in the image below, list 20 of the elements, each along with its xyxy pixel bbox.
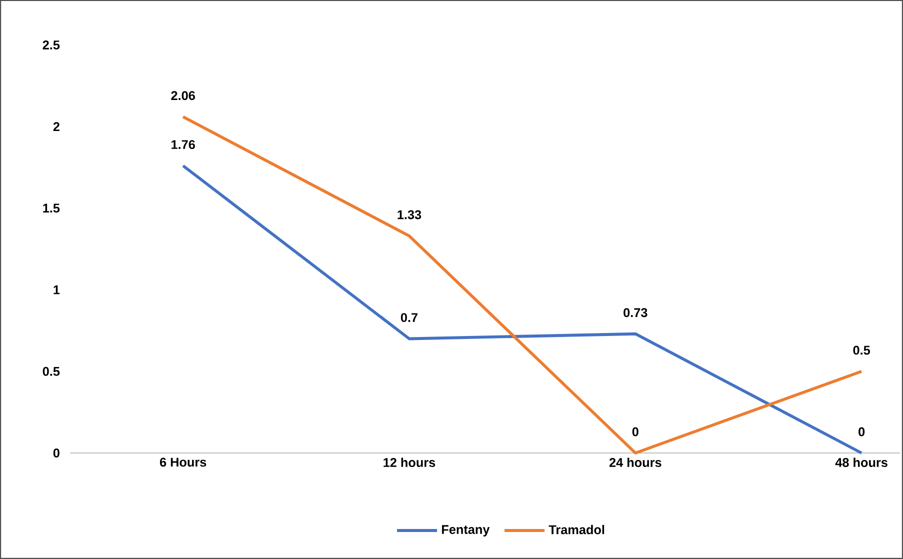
- data-label: 0.73: [624, 308, 648, 318]
- x-tick-label: 24 hours: [609, 458, 662, 467]
- x-tick-label: 6 Hours: [160, 458, 206, 467]
- data-label: 0: [632, 427, 638, 436]
- y-tick-label: 1: [54, 285, 60, 294]
- data-label: 0.5: [853, 346, 870, 355]
- y-tick-label: 0.5: [42, 366, 60, 376]
- data-label: 0.7: [400, 313, 418, 322]
- y-tick-label: 2: [53, 122, 60, 132]
- y-tick-label: 2.5: [42, 40, 60, 50]
- legend-label: Tramadol: [548, 524, 604, 534]
- data-label: 0: [858, 427, 865, 436]
- x-tick-label: 48 hours: [835, 458, 888, 467]
- y-tick-label: 1.5: [43, 204, 60, 213]
- data-label: 2.06: [171, 91, 195, 100]
- y-tick-label: 0: [53, 448, 60, 458]
- data-label: 1.76: [172, 140, 195, 150]
- legend-label: Fentany: [442, 525, 490, 536]
- x-tick-label: 12 hours: [384, 458, 436, 467]
- data-label: 1.33: [398, 210, 422, 220]
